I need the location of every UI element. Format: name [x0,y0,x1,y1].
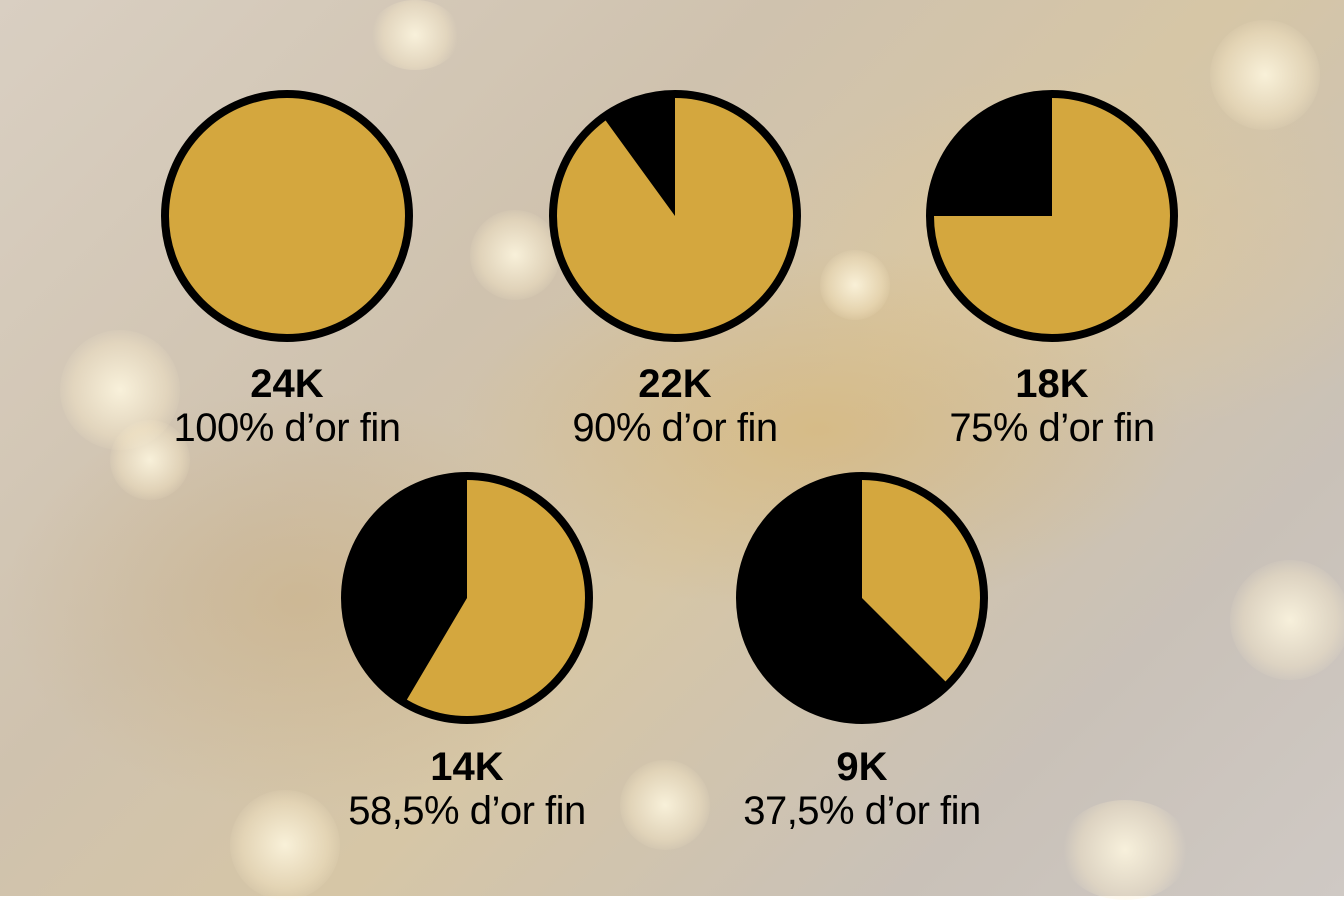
pie-9k [736,472,988,724]
pie-slice-gold [930,94,1174,338]
pie-outline [736,472,988,724]
pie-slice-gold [862,476,984,685]
karat-label: 24K [250,362,324,406]
karat-label: 22K [638,362,712,406]
bokeh-light [230,790,340,900]
pie-label-22k: 22K 90% d’or fin [515,362,835,450]
karat-label: 18K [1015,362,1089,406]
bokeh-light [470,210,560,300]
pie-24k [161,90,413,342]
pie-slice-gold [404,476,590,721]
pie-label-18k: 18K 75% d’or fin [892,362,1212,450]
pie-outline [341,472,593,724]
pie-label-9k: 9K 37,5% d’or fin [702,745,1022,833]
bokeh-light [620,760,710,850]
karat-label: 9K [836,745,888,789]
bokeh-light [1060,800,1190,900]
bokeh-light [110,420,190,500]
pie-outline [926,90,1178,342]
purity-caption: 90% d’or fin [572,406,778,450]
purity-caption: 58,5% d’or fin [348,789,586,833]
pie-14k [341,472,593,724]
purity-caption: 75% d’or fin [949,406,1155,450]
pie-22k [549,90,801,342]
bokeh-light [370,0,460,70]
purity-caption: 100% d’or fin [173,406,401,450]
purity-caption: 37,5% d’or fin [743,789,981,833]
pie-outline [549,90,801,342]
pie-label-14k: 14K 58,5% d’or fin [307,745,627,833]
pie-18k [926,90,1178,342]
bokeh-light [1210,20,1320,130]
pie-outline [161,90,413,342]
pie-label-24k: 24K 100% d’or fin [127,362,447,450]
bokeh-light [1230,560,1344,680]
pie-slice-gold [165,94,409,338]
pie-slice-gold [552,93,797,338]
karat-label: 14K [430,745,504,789]
bokeh-light [820,250,890,320]
